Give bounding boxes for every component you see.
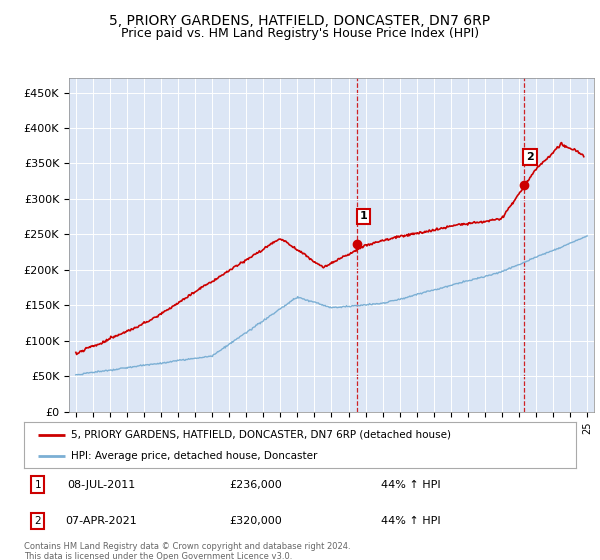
- Text: Contains HM Land Registry data © Crown copyright and database right 2024.
This d: Contains HM Land Registry data © Crown c…: [24, 542, 350, 560]
- Text: 5, PRIORY GARDENS, HATFIELD, DONCASTER, DN7 6RP (detached house): 5, PRIORY GARDENS, HATFIELD, DONCASTER, …: [71, 430, 451, 440]
- Text: Price paid vs. HM Land Registry's House Price Index (HPI): Price paid vs. HM Land Registry's House …: [121, 27, 479, 40]
- Text: 08-JUL-2011: 08-JUL-2011: [67, 479, 136, 489]
- Text: £320,000: £320,000: [229, 516, 282, 526]
- Text: 2: 2: [34, 516, 41, 526]
- Text: 1: 1: [34, 479, 41, 489]
- Text: 1: 1: [360, 212, 368, 221]
- Text: 44% ↑ HPI: 44% ↑ HPI: [380, 479, 440, 489]
- Text: £236,000: £236,000: [229, 479, 282, 489]
- Text: HPI: Average price, detached house, Doncaster: HPI: Average price, detached house, Donc…: [71, 451, 317, 461]
- Text: 07-APR-2021: 07-APR-2021: [65, 516, 137, 526]
- Text: 44% ↑ HPI: 44% ↑ HPI: [380, 516, 440, 526]
- Text: 2: 2: [526, 152, 534, 162]
- Text: 5, PRIORY GARDENS, HATFIELD, DONCASTER, DN7 6RP: 5, PRIORY GARDENS, HATFIELD, DONCASTER, …: [109, 14, 491, 28]
